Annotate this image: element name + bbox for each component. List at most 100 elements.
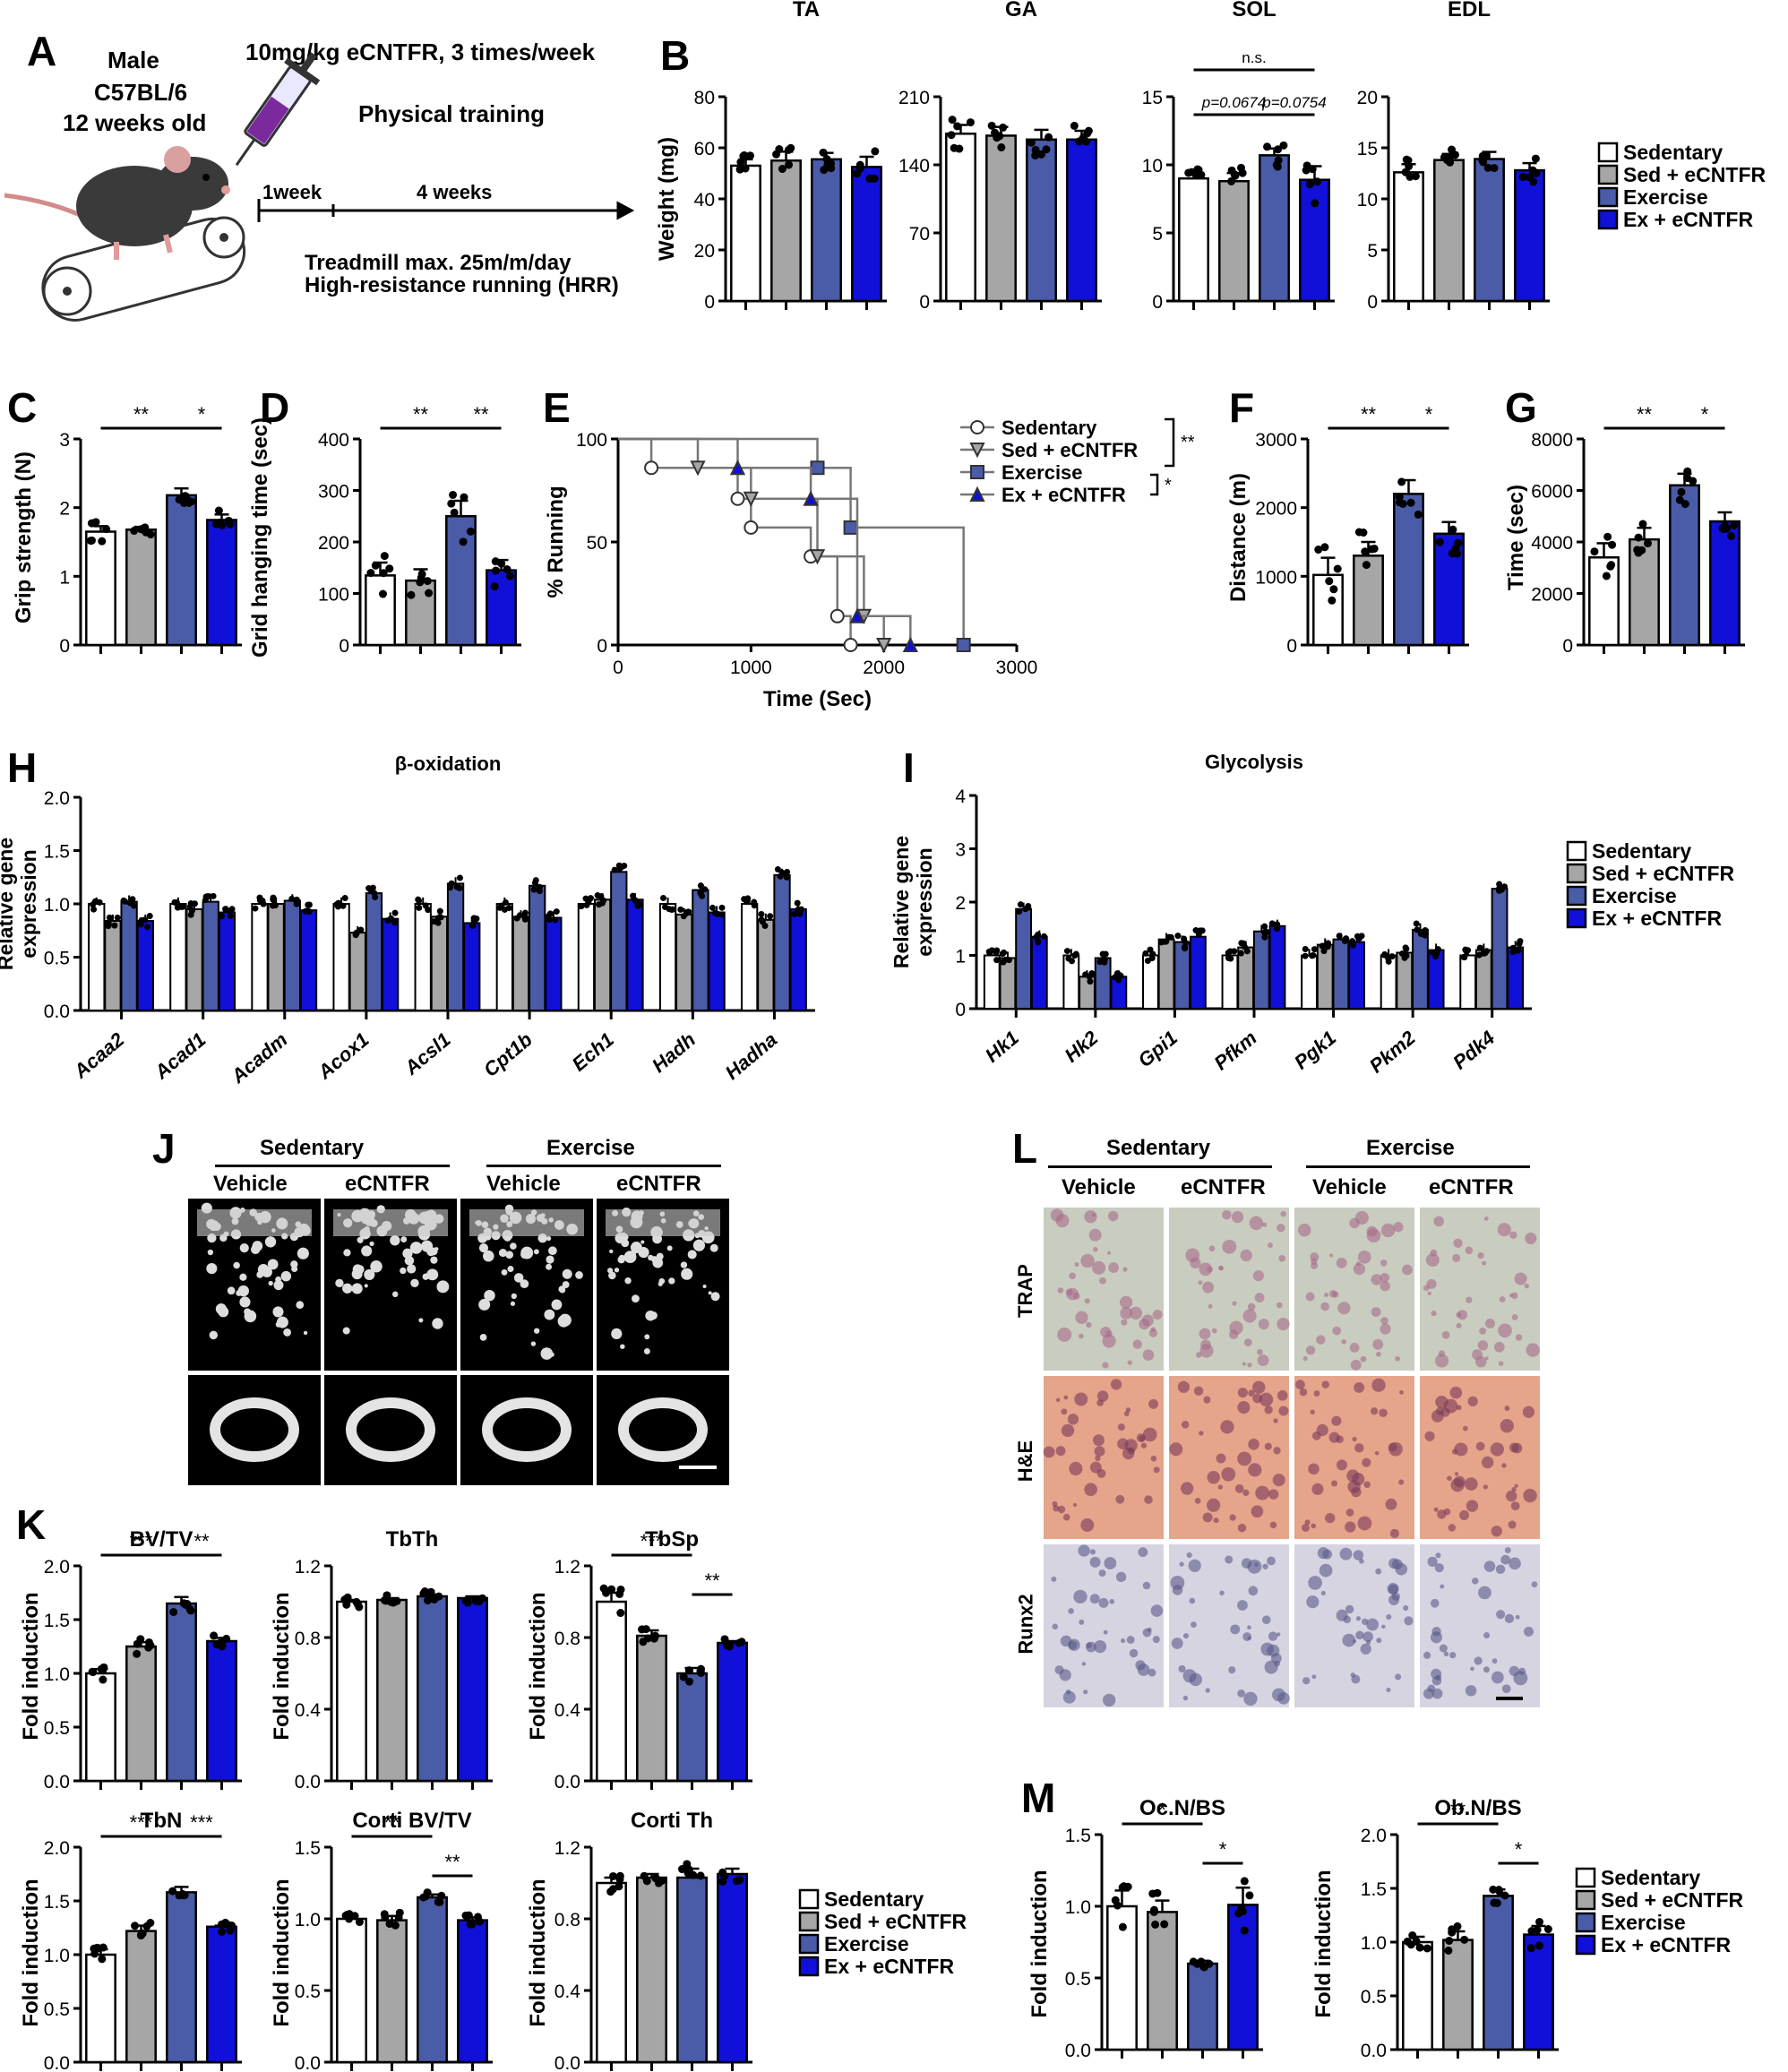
trabecula — [483, 1250, 494, 1262]
stain-spot — [1057, 1327, 1072, 1342]
stain-spot — [1456, 1405, 1462, 1411]
bar-acaa2-3 — [136, 920, 154, 1012]
marker-tri-up — [803, 490, 819, 506]
stain-spot — [1354, 1443, 1364, 1453]
trabecula — [640, 1240, 645, 1244]
data-point — [741, 164, 750, 173]
x-tick-label: Gpi1 — [1134, 1027, 1182, 1072]
marker-tri-down — [690, 460, 706, 477]
legend-swatch-3 — [1575, 1934, 1596, 1956]
stain-spot — [1057, 1505, 1066, 1514]
stain-spot — [1261, 1222, 1268, 1227]
stain-spot — [1202, 1512, 1213, 1523]
data-point — [1608, 540, 1617, 549]
stain-spot — [1088, 1228, 1102, 1242]
stain-spot — [1194, 1498, 1201, 1504]
panel-a-schematic: Male C57BL/6 12 weeks old 10mg/kg eCNTFR… — [0, 0, 645, 322]
data-point — [1341, 937, 1348, 944]
bracket — [1165, 417, 1175, 468]
x-axis-label: Time (Sec) — [763, 687, 872, 711]
bar-ex-ecntfr — [486, 569, 517, 647]
data-point — [505, 572, 514, 580]
bar-hk1-0 — [983, 954, 1001, 1010]
data-point — [597, 893, 605, 900]
panel-label-c: C — [7, 384, 38, 431]
trabecula — [407, 1264, 417, 1274]
y-tick-label: 2.0 — [1361, 1826, 1387, 1846]
data-point — [1403, 945, 1410, 952]
stain-spot — [1217, 1484, 1224, 1490]
data-point — [98, 1955, 107, 1964]
y-tick-label: 200 — [318, 533, 349, 554]
stain-spot — [1237, 1388, 1248, 1398]
significance-label: ** — [384, 1811, 400, 1834]
stain-spot — [1234, 1483, 1244, 1493]
stain-spot — [1086, 1641, 1096, 1653]
x-tick-label: Pkm2 — [1365, 1026, 1421, 1077]
stain-spot — [1447, 1475, 1452, 1482]
data-point — [1320, 543, 1329, 552]
data-point — [342, 1911, 351, 1920]
stain-spot — [1320, 1302, 1329, 1311]
trabecula — [351, 1268, 363, 1280]
bar-sed-ecntfr — [125, 1930, 157, 2064]
stain-spot — [1248, 1586, 1259, 1596]
data-point — [111, 922, 118, 929]
stain-spot — [1454, 1472, 1459, 1476]
stain-spot — [1388, 1558, 1399, 1569]
trabecula — [710, 1292, 720, 1302]
data-point — [697, 1668, 706, 1677]
bar-hk2-2 — [1094, 957, 1112, 1010]
stain-spot — [1086, 1321, 1092, 1328]
data-point — [794, 899, 801, 907]
stain-spot — [1440, 1407, 1450, 1417]
stain-spot — [1493, 1341, 1505, 1353]
bar-cpt1b-1 — [511, 916, 530, 1012]
data-point — [302, 907, 309, 915]
x-tick-label: Pfkm — [1209, 1027, 1260, 1075]
x-tick-label: 2000 — [863, 658, 905, 678]
data-point — [252, 905, 259, 912]
stain-spot — [1380, 1223, 1396, 1238]
chart-b-edl: 0 5 10 15 20 EDL — [1357, 0, 1550, 313]
data-point — [228, 1922, 236, 1930]
y-axis-label: Fold induction — [270, 1592, 294, 1740]
stain-spot — [1243, 1338, 1252, 1347]
marker-square — [843, 520, 858, 535]
stain-spot — [1150, 1604, 1164, 1617]
data-point — [459, 537, 468, 546]
trabecula — [608, 1271, 616, 1280]
bar-pgk1-3 — [1348, 941, 1365, 1010]
data-point — [1402, 155, 1411, 164]
stain-spot — [1252, 1380, 1266, 1394]
stain-spot — [1178, 1664, 1186, 1673]
chart-b-ga: 0 70 140 210 GA — [898, 0, 1102, 313]
data-point — [1423, 1944, 1431, 1953]
bar-hadha-2 — [773, 873, 791, 1011]
legend-label-1: Sed + eCNTFR — [1592, 862, 1735, 885]
legend-label-0: Sedentary — [1001, 417, 1097, 439]
data-point — [582, 895, 589, 902]
bar-sedentary — [1312, 573, 1344, 647]
data-point — [385, 1920, 394, 1929]
data-point — [1231, 171, 1240, 180]
panel-label-a: A — [27, 28, 57, 74]
data-point — [105, 920, 112, 927]
stain-spot — [1523, 1488, 1537, 1503]
y-tick-label: 210 — [898, 88, 930, 108]
stain-spot — [1403, 1604, 1409, 1612]
data-point — [1526, 1944, 1535, 1953]
significance-label: ** — [1450, 1799, 1466, 1821]
stain-spot — [1401, 1264, 1413, 1276]
trabecula — [648, 1254, 654, 1261]
data-point — [1027, 138, 1036, 147]
data-point — [1490, 164, 1499, 173]
data-point — [447, 884, 454, 891]
y-axis-label: Grip strength (N) — [12, 451, 36, 623]
stain-spot — [1242, 1362, 1246, 1366]
y-tick-label: 0.5 — [1065, 1969, 1091, 1990]
trabecula — [643, 1347, 650, 1354]
bar-ex-ecntfr — [206, 1925, 237, 2064]
data-point — [1063, 948, 1070, 955]
